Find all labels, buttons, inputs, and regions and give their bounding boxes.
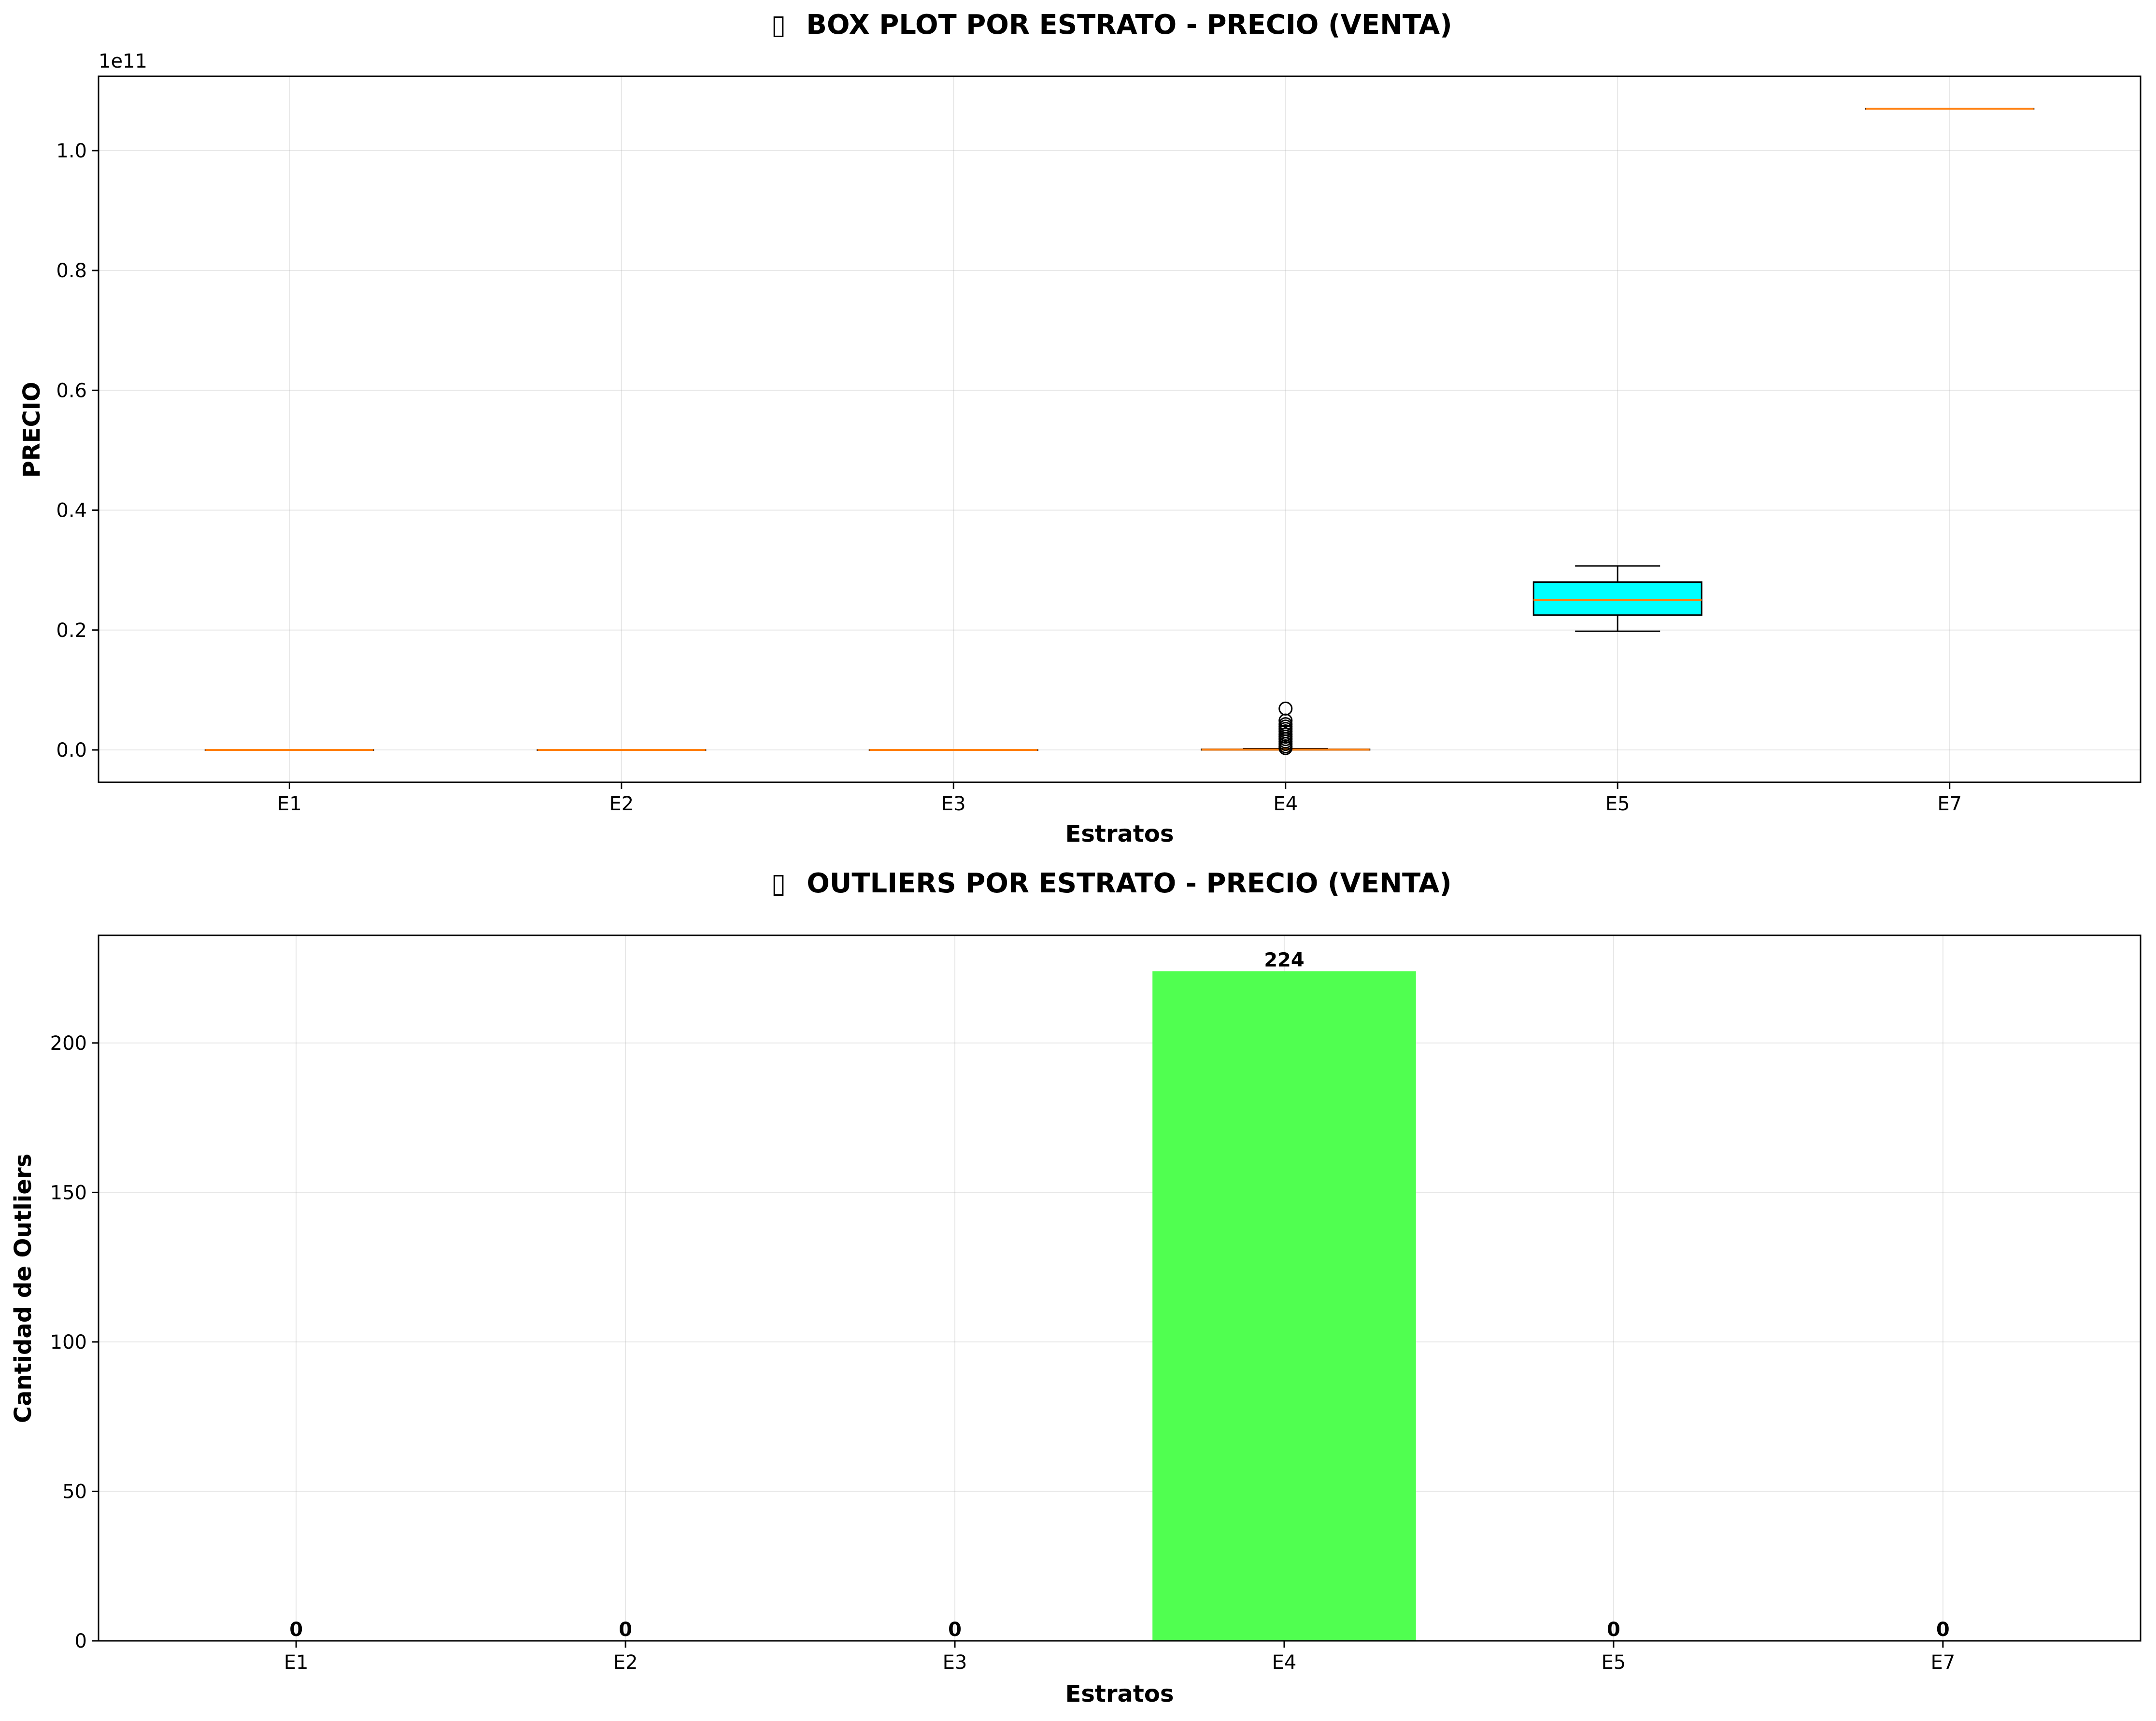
box-plot-title: BOX PLOT POR ESTRATO - PRECIO (VENTA) [806, 9, 1452, 41]
x-tick-label: E1 [284, 1651, 309, 1674]
y-tick-label: 150 [50, 1182, 87, 1204]
y-tick-label: 100 [50, 1331, 87, 1354]
box-plot-y-offset: 1e11 [99, 50, 147, 72]
bar-y-label: Cantidad de Outliers [10, 1154, 37, 1423]
y-tick-label: 200 [50, 1032, 87, 1055]
box-plot-frame [98, 75, 2142, 783]
x-tick-label: E7 [1930, 1651, 1955, 1674]
bar-value-label: 0 [619, 1619, 632, 1641]
bar-y-ticks: 0 50 100 150 200 [50, 1032, 99, 1652]
outliers-bar-chart: ▯ OUTLIERS POR ESTRATO - PRECIO (VENTA) … [10, 868, 2142, 1707]
bar-value-label: 0 [289, 1619, 303, 1641]
x-tick-label: E5 [1602, 1651, 1626, 1674]
y-tick-label: 0.6 [56, 380, 87, 402]
bar-frame [98, 934, 2142, 1642]
x-tick-label: E7 [1937, 793, 1962, 815]
x-tick-label: E3 [941, 793, 966, 815]
x-tick-label: E4 [1273, 793, 1298, 815]
chart-icon: ▯ [771, 9, 786, 41]
box-plot-y-label: PRECIO [18, 382, 45, 478]
box-E4 [1201, 701, 1371, 755]
y-tick-label: 0.2 [56, 620, 87, 642]
y-tick-label: 0.4 [56, 500, 87, 522]
y-tick-label: 1.0 [56, 140, 87, 162]
box-plot-y-ticks: 0.0 0.2 0.4 0.6 0.8 1.0 [56, 140, 99, 762]
chart-icon: ▯ [771, 868, 786, 899]
box-E5 [1532, 565, 1702, 632]
x-tick-label: E2 [613, 1651, 638, 1674]
bar-value-label: 0 [1936, 1619, 1950, 1641]
x-tick-label: E4 [1272, 1651, 1297, 1674]
y-tick-label: 0.0 [56, 739, 87, 762]
bar-x-ticks: E1 E2 E3 E4 E5 E7 [284, 1641, 1955, 1674]
y-tick-label: 0.8 [56, 260, 87, 282]
bar-value-label: 0 [1607, 1619, 1620, 1641]
outlier-point [1278, 701, 1293, 716]
box-plot-x-ticks: E1 E2 E3 E4 E5 E7 [277, 782, 1962, 815]
outliers-bar-title: OUTLIERS POR ESTRATO - PRECIO (VENTA) [807, 868, 1452, 899]
box-plot-boxes [204, 108, 2035, 755]
bar-E4 [1152, 971, 1416, 1641]
x-tick-label: E2 [609, 793, 634, 815]
bar-x-label: Estratos [1065, 1680, 1174, 1707]
box-plot-x-label: Estratos [1065, 820, 1174, 847]
x-tick-label: E3 [943, 1651, 967, 1674]
box-plot-grid [99, 76, 2141, 782]
bar-series: 0 0 0 224 0 0 [289, 949, 1950, 1641]
y-tick-label: 50 [62, 1481, 87, 1503]
bar-value-label: 0 [948, 1619, 962, 1641]
x-tick-label: E1 [277, 793, 302, 815]
box-body [1532, 581, 1702, 616]
x-tick-label: E5 [1605, 793, 1630, 815]
bar-value-label: 224 [1264, 949, 1305, 971]
y-tick-label: 0 [75, 1630, 87, 1652]
outlier-point [1278, 717, 1293, 732]
box-plot-chart: ▯ BOX PLOT POR ESTRATO - PRECIO (VENTA) … [18, 9, 2142, 847]
